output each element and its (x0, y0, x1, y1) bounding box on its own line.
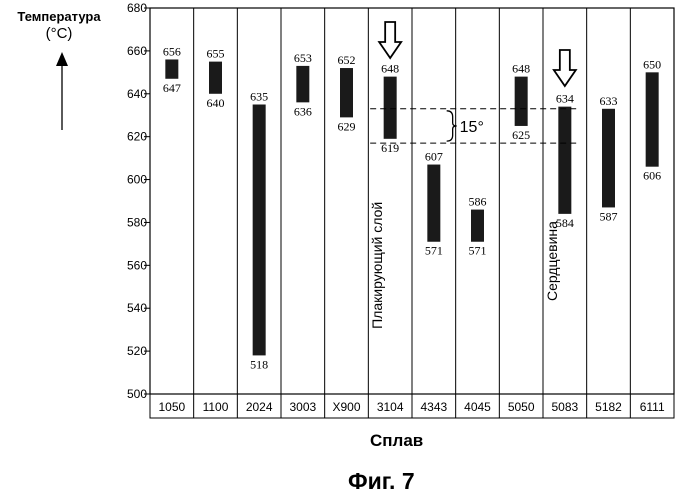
x-tick-label: 6111 (640, 400, 665, 414)
bar-high-label: 648 (512, 62, 530, 76)
range-bar (602, 109, 615, 208)
x-tick-label: 1100 (203, 400, 229, 414)
x-tick-label: 3003 (289, 400, 316, 414)
y-tick-label: 540 (127, 301, 147, 315)
y-tick-label: 580 (127, 215, 147, 229)
bar-high-label: 653 (294, 51, 312, 65)
x-tick-label: 2024 (246, 400, 273, 414)
range-bar (646, 72, 659, 166)
bar-high-label: 586 (469, 195, 487, 209)
bar-low-label: 629 (338, 119, 356, 133)
y-tick-label: 560 (127, 258, 147, 272)
bar-high-label: 655 (207, 47, 225, 61)
bar-high-label: 656 (163, 44, 181, 58)
core-label: Сердцевина (544, 221, 560, 301)
bar-high-label: 633 (600, 94, 618, 108)
bar-low-label: 636 (294, 104, 312, 118)
bar-high-label: 648 (381, 62, 399, 76)
range-bar (296, 66, 309, 102)
x-tick-label: 4343 (420, 400, 447, 414)
bar-low-label: 571 (425, 244, 443, 258)
y-tick-label: 680 (127, 1, 147, 15)
x-tick-label: 4045 (464, 400, 491, 414)
bar-high-label: 652 (338, 53, 356, 67)
bar-low-label: 625 (512, 128, 530, 142)
bar-low-label: 606 (643, 169, 661, 183)
range-bar (253, 105, 266, 356)
bar-low-label: 647 (163, 81, 181, 95)
x-tick-label: 5050 (508, 400, 535, 414)
bar-low-label: 587 (600, 209, 618, 223)
x-tick-label: 5083 (551, 400, 578, 414)
bar-high-label: 650 (643, 57, 661, 71)
x-tick-label: 1050 (158, 400, 185, 414)
gap-label: 15° (460, 119, 484, 136)
core-arrow-icon (554, 50, 576, 86)
bar-low-label: 640 (207, 96, 225, 110)
range-bar (165, 59, 178, 78)
bar-low-label: 518 (250, 357, 268, 371)
range-bar (209, 62, 222, 94)
range-bar (340, 68, 353, 117)
clad-layer-label: Плакирующий слой (369, 202, 385, 329)
bar-high-label: 607 (425, 150, 443, 164)
y-axis-arrow-head (56, 52, 68, 66)
range-bar-chart: 500 520 540 560 580 600 620 640 660 680 1050 1100 20… (0, 0, 690, 500)
x-tick-label: X900 (332, 400, 360, 414)
y-tick-label: 620 (127, 130, 147, 144)
y-tick-label: 660 (127, 44, 147, 58)
range-bar (471, 210, 484, 242)
bar-high-label: 634 (556, 92, 574, 106)
y-tick-label: 520 (127, 344, 147, 358)
range-bar (384, 77, 397, 139)
x-tick-label: 3104 (377, 400, 404, 414)
bar-high-label: 635 (250, 90, 268, 104)
x-axis-label: Сплав (370, 431, 423, 451)
y-tick-label: 500 (127, 387, 147, 401)
y-tick-label: 600 (127, 173, 147, 187)
range-bar (558, 107, 571, 214)
figure-caption: Фиг. 7 (348, 468, 415, 495)
x-tick-label: 5182 (595, 400, 622, 414)
bar-low-label: 571 (469, 244, 487, 258)
clad-arrow-icon (379, 22, 401, 58)
y-tick-label: 640 (127, 87, 147, 101)
range-bar (427, 165, 440, 242)
range-bar (515, 77, 528, 126)
